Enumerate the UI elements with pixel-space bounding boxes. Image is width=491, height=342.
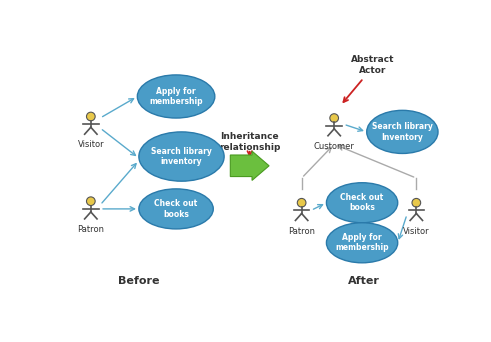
Text: Before: Before — [118, 276, 160, 286]
Text: Search library
inventory: Search library inventory — [151, 147, 212, 166]
Circle shape — [330, 114, 338, 122]
Ellipse shape — [137, 75, 215, 118]
Ellipse shape — [139, 132, 224, 181]
Circle shape — [86, 112, 95, 121]
Circle shape — [412, 198, 421, 207]
Text: Abstract
Actor: Abstract Actor — [351, 55, 395, 75]
Ellipse shape — [367, 110, 438, 154]
Text: Inheritance
relationship: Inheritance relationship — [219, 132, 280, 152]
FancyArrow shape — [230, 151, 269, 181]
Text: Patron: Patron — [77, 225, 104, 234]
Text: Patron: Patron — [288, 227, 315, 236]
Ellipse shape — [327, 223, 398, 263]
Text: Search library
Inventory: Search library Inventory — [372, 122, 433, 142]
Text: Apply for
membership: Apply for membership — [335, 233, 389, 252]
Text: After: After — [348, 276, 380, 286]
Circle shape — [297, 198, 306, 207]
Text: Customer: Customer — [314, 142, 355, 151]
Text: Visitor: Visitor — [403, 227, 430, 236]
Ellipse shape — [327, 183, 398, 223]
Circle shape — [86, 197, 95, 206]
Ellipse shape — [139, 189, 213, 229]
Text: Check out
books: Check out books — [155, 199, 198, 219]
Text: Apply for
membership: Apply for membership — [149, 87, 203, 106]
Text: Visitor: Visitor — [78, 140, 104, 149]
Text: Check out
books: Check out books — [340, 193, 383, 212]
